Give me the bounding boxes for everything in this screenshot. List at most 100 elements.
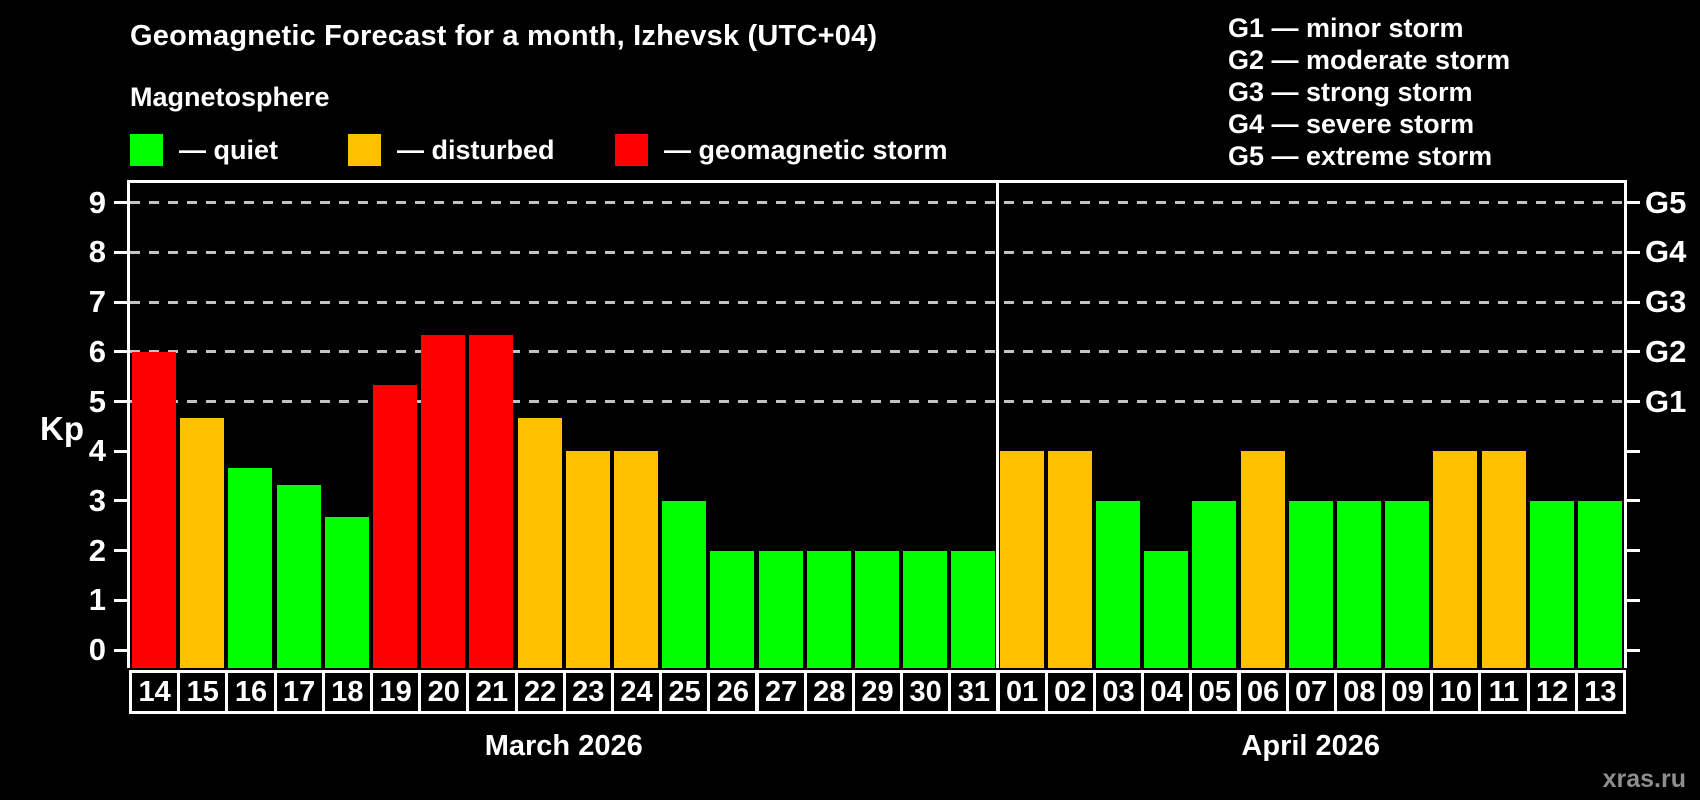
legend-label-disturbed: — disturbed [397,134,555,165]
day-label-31: 31 [948,670,1000,714]
bar-16 [228,467,273,668]
g-tick-label-G1: G1 [1645,383,1687,419]
day-label-16: 16 [225,670,277,714]
left-tick-kp6 [114,350,127,354]
left-tick-kp2 [114,549,127,553]
right-tick-kp3 [1627,499,1640,503]
kp-tick-label-4: 4 [88,433,106,469]
bar-03 [1095,500,1140,668]
kp-tick-label-3: 3 [88,482,106,518]
left-tick-kp7 [114,300,127,304]
left-tick-kp5 [114,400,127,403]
day-label-26: 26 [707,670,759,714]
day-label-20: 20 [418,670,470,714]
day-label-08: 08 [1333,670,1385,714]
bar-04 [1144,550,1189,668]
right-tick-kp4 [1627,449,1640,453]
g-tick-label-G3: G3 [1645,284,1687,320]
bar-01 [999,451,1044,668]
left-tick-kp0 [114,648,127,652]
day-label-07: 07 [1285,670,1337,714]
g-tick-label-G2: G2 [1645,333,1687,369]
day-label-05: 05 [1189,670,1241,714]
quiet-swatch-icon [130,134,163,166]
plot-area [114,180,1640,668]
legend-label-storm: — geomagnetic storm [664,134,948,165]
right-tick-kp2 [1627,549,1640,553]
kp-tick-label-0: 0 [88,632,106,667]
bar-02 [1047,451,1092,668]
right-tick-kp0 [1627,648,1640,652]
kp-tick-label-6: 6 [88,333,106,369]
bar-15 [180,417,225,668]
bar-11 [1481,451,1526,668]
status-legend: — quiet — disturbed — geomagnetic storm [130,133,1130,167]
day-label-13: 13 [1574,670,1626,714]
bar-08 [1336,500,1381,668]
bar-06 [1240,451,1285,668]
gridline-kp6 [130,350,1624,354]
kp-tick-label-9: 9 [88,184,106,220]
right-tick-kp9 [1627,201,1640,205]
kp-tick-label-5: 5 [88,383,106,419]
day-label-30: 30 [900,670,952,714]
bar-28 [806,550,851,668]
day-label-21: 21 [466,670,518,714]
left-tick-kp8 [114,250,127,254]
day-label-15: 15 [177,670,229,714]
day-label-10: 10 [1430,670,1482,714]
month-label-2: April 2026 [1241,730,1381,762]
kp-tick-label-2: 2 [88,532,106,568]
day-label-11: 11 [1478,670,1530,714]
kp-tick-label-7: 7 [88,284,106,320]
g-legend-line-5: G5 — extreme storm [1228,141,1493,171]
storm-swatch-icon [615,134,648,166]
day-label-06: 06 [1237,670,1289,714]
watermark: xras.ru [1602,765,1686,793]
right-tick-kp8 [1627,250,1640,254]
bar-29 [855,550,899,668]
legend-item-storm: — geomagnetic storm [615,133,948,167]
bar-21 [469,335,514,668]
bar-13 [1577,500,1622,668]
g-tick-label-G5: G5 [1645,184,1687,220]
left-tick-kp1 [114,598,127,602]
g-scale-legend: G1 — minor storm G2 — moderate storm G3 — … [1228,12,1510,172]
day-label-27: 27 [755,670,807,714]
bar-24 [614,451,659,668]
day-label-02: 02 [1044,670,1096,714]
bar-18 [324,517,369,668]
kp-tick-label-1: 1 [88,582,106,618]
left-tick-kp3 [114,499,127,503]
g-legend-line-3: G3 — strong storm [1228,77,1473,107]
bar-25 [662,500,707,668]
bar-22 [517,417,562,668]
g-tick-label-G4: G4 [1645,234,1687,270]
bar-09 [1385,500,1430,668]
gridline-kp5 [130,400,1624,403]
bar-05 [1192,500,1237,668]
day-label-24: 24 [610,670,663,714]
g-legend-line-1: G1 — minor storm [1228,13,1464,43]
bar-12 [1529,500,1574,668]
day-label-25: 25 [659,670,711,714]
bar-10 [1433,451,1478,668]
bar-07 [1288,500,1333,668]
day-label-17: 17 [273,670,325,714]
day-label-23: 23 [562,670,614,714]
g-legend-line-2: G2 — moderate storm [1228,45,1511,75]
bar-27 [758,550,803,668]
bar-23 [565,451,610,668]
bar-30 [903,550,948,668]
day-label-09: 09 [1382,670,1434,714]
month-label-1: March 2026 [484,730,643,762]
g-legend-line-4: G4 — severe storm [1228,109,1475,139]
bar-26 [710,550,755,668]
left-tick-kp9 [114,201,127,205]
day-label-19: 19 [370,670,422,714]
day-label-01: 01 [996,670,1048,714]
day-label-04: 04 [1141,670,1193,714]
day-label-14: 14 [129,670,181,714]
legend-label-quiet: — quiet [179,134,278,165]
